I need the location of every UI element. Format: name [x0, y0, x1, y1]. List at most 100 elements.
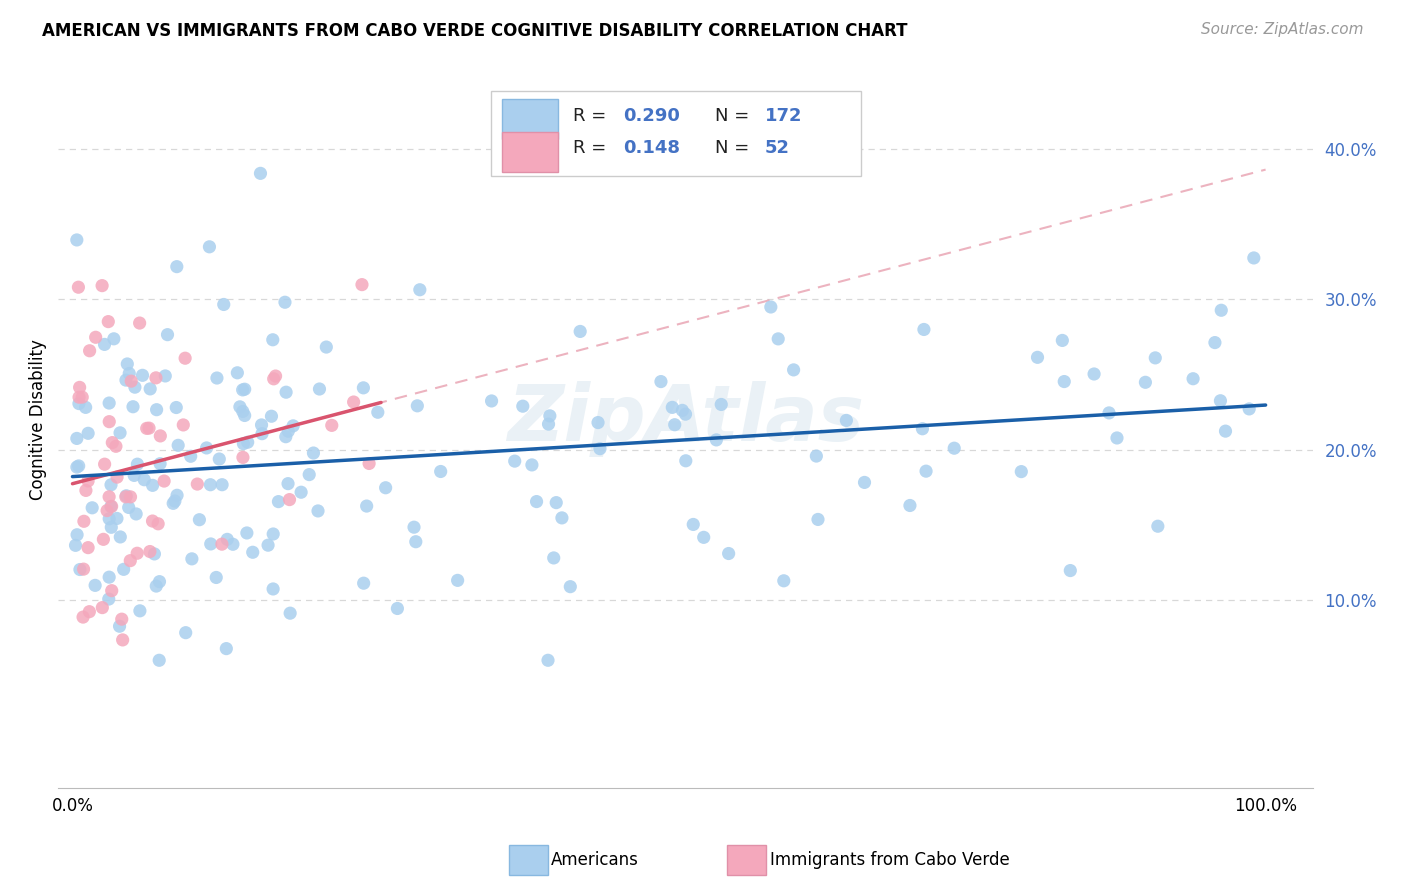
Point [72, 610, 94, 624]
Point [108, 425, 131, 440]
Point [128, 316, 150, 330]
Point [128, 604, 150, 618]
Point [1211, 303, 1233, 318]
Point [232, 436, 254, 450]
Point [675, 407, 697, 421]
Point [155, 368, 177, 383]
Point [211, 477, 233, 491]
Point [526, 494, 548, 508]
Point [165, 401, 187, 415]
Point [717, 547, 740, 561]
Point [222, 537, 245, 551]
Point [120, 490, 142, 504]
Point [139, 382, 162, 396]
Point [125, 507, 148, 521]
Point [112, 562, 135, 576]
Point [1135, 376, 1157, 390]
Point [97, 592, 120, 607]
Point [105, 470, 128, 484]
Point [512, 399, 534, 413]
Point [166, 488, 188, 502]
Point [264, 369, 287, 384]
Point [105, 511, 128, 525]
Point [115, 373, 138, 387]
Text: Source: ZipAtlas.com: Source: ZipAtlas.com [1201, 22, 1364, 37]
Point [1209, 393, 1232, 408]
Point [650, 375, 672, 389]
Point [302, 446, 325, 460]
Point [249, 166, 271, 180]
Point [66, 233, 89, 247]
Point [138, 421, 160, 435]
Point [212, 297, 235, 311]
Point [250, 417, 273, 432]
Point [772, 574, 794, 588]
Point [429, 465, 451, 479]
Point [91, 278, 114, 293]
Point [118, 500, 141, 515]
Point [250, 426, 273, 441]
Point [200, 477, 222, 491]
Point [217, 533, 239, 547]
Point [278, 492, 301, 507]
Y-axis label: Cognitive Disability: Cognitive Disability [30, 339, 46, 500]
Point [911, 422, 934, 436]
Point [198, 240, 221, 254]
Point [84, 578, 107, 592]
Point [298, 467, 321, 482]
Point [675, 454, 697, 468]
Point [111, 612, 134, 626]
Point [710, 397, 733, 411]
FancyBboxPatch shape [502, 99, 558, 139]
Point [66, 460, 89, 475]
Point [205, 371, 228, 385]
Point [149, 429, 172, 443]
Point [446, 574, 468, 588]
Point [551, 511, 574, 525]
Point [1010, 465, 1032, 479]
Point [110, 530, 132, 544]
Point [139, 544, 162, 558]
Point [315, 340, 337, 354]
Point [69, 562, 91, 576]
Point [77, 426, 100, 441]
Text: ZipAtlas: ZipAtlas [508, 382, 865, 458]
Point [101, 435, 124, 450]
Point [1059, 564, 1081, 578]
Point [67, 280, 90, 294]
Point [131, 368, 153, 383]
Point [215, 641, 238, 656]
Point [108, 619, 131, 633]
Point [1098, 406, 1121, 420]
Point [406, 399, 429, 413]
Point [290, 485, 312, 500]
Point [387, 601, 409, 615]
Point [98, 396, 121, 410]
Point [546, 495, 568, 509]
Point [257, 538, 280, 552]
Point [352, 381, 374, 395]
Point [537, 417, 560, 431]
Point [118, 367, 141, 381]
Point [233, 382, 256, 396]
Point [115, 489, 138, 503]
Point [232, 404, 254, 418]
Point [167, 438, 190, 452]
Point [66, 527, 89, 541]
Point [274, 385, 297, 400]
Point [402, 520, 425, 534]
Point [274, 295, 297, 310]
Point [142, 478, 165, 492]
Point [96, 503, 118, 517]
Point [66, 432, 89, 446]
Point [98, 570, 121, 584]
Point [1243, 251, 1265, 265]
Point [321, 418, 343, 433]
Point [693, 530, 716, 544]
Point [661, 401, 683, 415]
Point [98, 415, 121, 429]
Point [91, 600, 114, 615]
Point [72, 562, 94, 576]
Point [260, 409, 283, 424]
Point [503, 454, 526, 468]
